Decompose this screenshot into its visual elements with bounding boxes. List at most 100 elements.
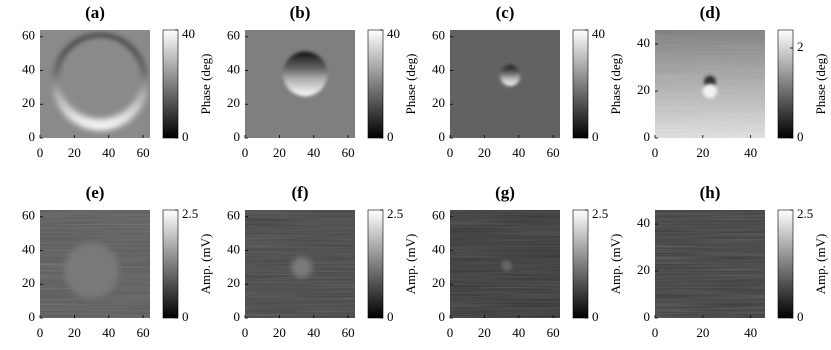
colorbar-tick-label: 2 [797,39,804,54]
y-tick-label: 0 [644,309,651,324]
image-feature [64,243,120,299]
colorbar-tick-label: 0 [387,309,394,324]
y-tick-label: 40 [22,61,35,76]
x-tick-label: 0 [447,325,454,340]
colorbar-label: Phase (deg) [608,53,623,114]
colorbar [572,209,589,319]
y-tick-label: 40 [432,61,445,76]
x-tick-label: 20 [68,145,81,160]
colorbar-tick-label: 40 [387,26,400,41]
y-tick-label: 60 [227,28,240,43]
y-tick-label: 40 [227,241,240,256]
y-tick-label: 60 [432,208,445,223]
image-feature [501,260,512,271]
y-tick-label: 20 [432,275,445,290]
heatmap-image [40,30,150,138]
y-tick-label: 40 [227,61,240,76]
y-tick-label: 20 [22,95,35,110]
colorbar-tick-label: 0 [592,309,599,324]
colorbar [367,29,384,139]
x-tick-label: 40 [744,145,757,160]
image-feature [291,257,313,278]
colorbar [572,29,589,139]
image-feature [499,65,521,86]
y-tick-label: 0 [644,129,651,144]
y-tick-label: 0 [439,129,446,144]
x-tick-label: 0 [652,145,659,160]
colorbar-tick-label: 0 [797,129,804,144]
x-tick-label: 60 [137,325,150,340]
x-tick-label: 60 [342,325,355,340]
heatmap-image [245,30,355,138]
x-tick-label: 0 [242,145,249,160]
colorbar-tick-label: 0 [182,129,189,144]
y-tick-label: 20 [227,275,240,290]
heatmap-image [450,210,560,318]
panel-title: (a) [85,3,105,22]
y-tick-label: 40 [637,215,650,230]
colorbar-tick-label: 2.5 [387,206,403,221]
image-noise [655,210,765,318]
x-tick-label: 40 [102,325,115,340]
x-tick-label: 20 [696,145,709,160]
panel-title: (e) [86,183,105,202]
x-tick-label: 0 [37,145,44,160]
colorbar-label: Amp. (mV) [813,234,828,295]
y-tick-label: 60 [227,208,240,223]
y-tick-label: 60 [22,208,35,223]
x-tick-label: 20 [273,325,286,340]
y-tick-label: 0 [29,309,36,324]
colorbar [162,29,179,139]
colorbar-tick-label: 2.5 [797,206,813,221]
panel-title: (h) [700,183,721,202]
heatmap-image [655,210,765,318]
y-tick-label: 60 [432,28,445,43]
x-tick-label: 0 [652,325,659,340]
panel-title: (g) [495,183,515,202]
x-tick-label: 20 [696,325,709,340]
x-tick-label: 20 [478,325,491,340]
colorbar [367,209,384,319]
heatmap-image [40,210,150,318]
colorbar-tick-label: 0 [592,129,599,144]
colorbar [162,209,179,319]
x-tick-label: 40 [744,325,757,340]
colorbar-label: Phase (deg) [198,53,213,114]
panel-title: (f) [292,183,309,202]
x-tick-label: 20 [68,325,81,340]
colorbar-tick-label: 0 [182,309,189,324]
image-feature [58,36,142,119]
colorbar-tick-label: 2.5 [182,206,198,221]
x-tick-label: 60 [137,145,150,160]
x-tick-label: 40 [307,145,320,160]
y-tick-label: 20 [227,95,240,110]
colorbar-tick-label: 2.5 [592,206,608,221]
y-tick-label: 0 [439,309,446,324]
colorbar-label: Phase (deg) [403,53,418,114]
y-tick-label: 20 [637,82,650,97]
y-tick-label: 20 [432,95,445,110]
colorbar-label: Amp. (mV) [403,234,418,295]
colorbar-tick-label: 0 [797,309,804,324]
y-tick-label: 60 [22,28,35,43]
x-tick-label: 0 [447,145,454,160]
x-tick-label: 40 [512,325,525,340]
x-tick-label: 0 [242,325,249,340]
colorbar-label: Amp. (mV) [608,234,623,295]
x-tick-label: 60 [547,325,560,340]
panel-title: (b) [290,3,311,22]
heatmap-image [655,30,765,138]
image-feature [282,51,328,97]
x-tick-label: 20 [273,145,286,160]
colorbar-label: Phase (deg) [813,53,828,114]
x-tick-label: 40 [512,145,525,160]
colorbar [777,29,794,139]
x-tick-label: 40 [102,145,115,160]
heatmap-image [450,30,560,138]
y-tick-label: 20 [22,275,35,290]
y-tick-label: 0 [234,309,241,324]
y-tick-label: 0 [234,129,241,144]
x-tick-label: 60 [547,145,560,160]
heatmap-image [245,210,355,318]
